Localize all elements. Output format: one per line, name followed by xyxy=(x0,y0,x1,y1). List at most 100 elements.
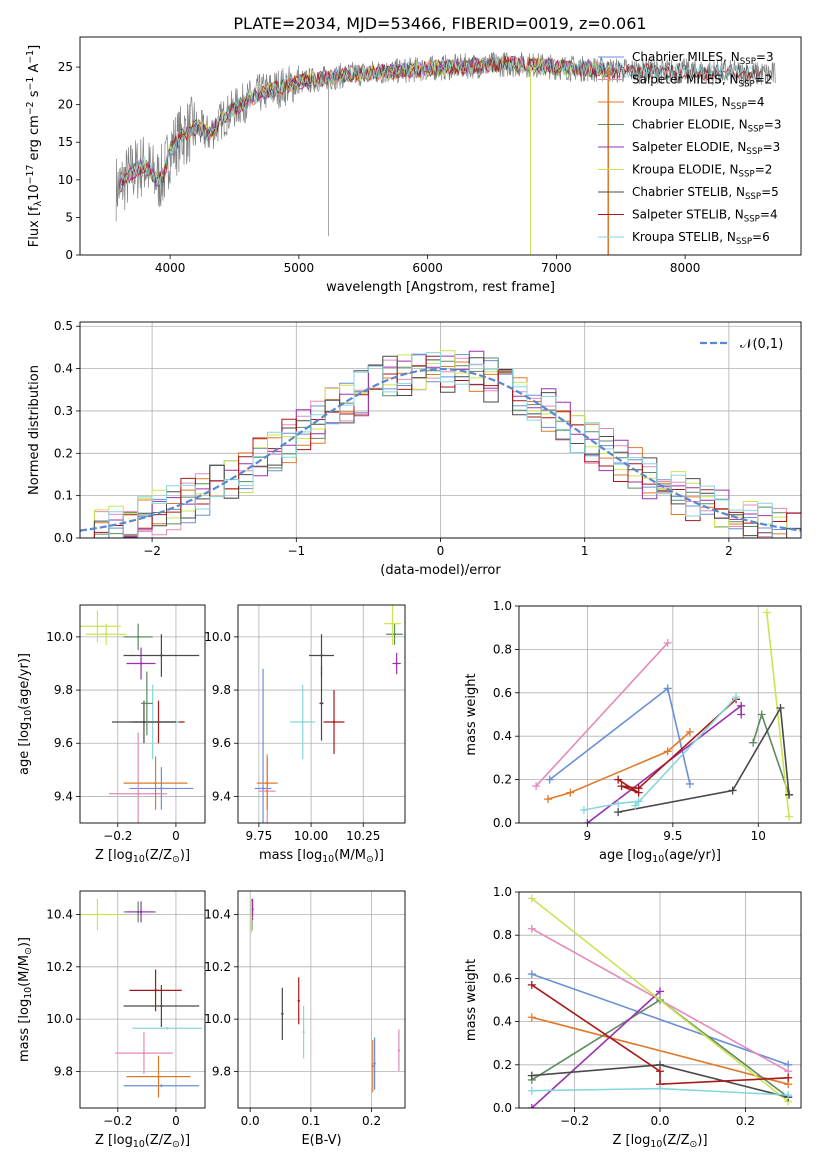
residuals-plot-area xyxy=(80,350,801,538)
legend-entry: Chabrier STELIB, NSSP​=5 xyxy=(632,185,779,202)
data-point xyxy=(302,1030,305,1034)
age_vs_Z-grid xyxy=(80,605,205,823)
weight-point-marker xyxy=(617,782,626,791)
y-axis-label: Normed distribution xyxy=(27,365,42,495)
y-tick-label: 0.6 xyxy=(493,971,512,985)
weight-point-marker xyxy=(527,980,536,989)
data-point xyxy=(157,1075,160,1078)
weight-series-line xyxy=(535,642,669,787)
weight-point-marker xyxy=(527,1071,536,1080)
weight-point-marker xyxy=(663,638,672,647)
weight-point-marker xyxy=(776,703,785,712)
data-point xyxy=(154,989,157,992)
weight-point-marker xyxy=(527,1013,536,1022)
age_vs_mass-panel: 9.75 10.00 10.25 9.4 9.6 9.8 10.0 xyxy=(204,604,406,843)
data-point xyxy=(320,702,323,705)
y-tick-label: 0.5 xyxy=(54,319,73,333)
x-axis-label: E(B-V) xyxy=(301,1133,341,1148)
y-tick-label: 9.6 xyxy=(212,736,231,750)
data-point xyxy=(145,702,149,705)
weight_vs_Z-plot-area xyxy=(527,894,793,1108)
weight-point-marker xyxy=(527,1086,536,1095)
data-point xyxy=(251,908,254,911)
spectrum-plot-area xyxy=(115,51,776,255)
x-tick-label: 0.2 xyxy=(362,1114,381,1128)
legend-entry: Kroupa MILES, NSSP​=4 xyxy=(632,95,765,112)
x-tick-label: 0 xyxy=(437,544,445,558)
residuals-frame xyxy=(79,321,802,539)
weight-series-line xyxy=(531,1016,789,1085)
y-axis-label: mass weight xyxy=(464,673,479,755)
weight-point-marker xyxy=(732,693,741,702)
residual-histogram xyxy=(80,352,801,538)
y-tick-label: 10.4 xyxy=(204,908,231,922)
y-tick-label: 10.2 xyxy=(204,960,231,974)
data-point xyxy=(297,999,300,1003)
x-tick-label: −1 xyxy=(287,544,305,558)
weight-point-marker xyxy=(544,795,553,804)
mass_vs_Z-panel: −0.2 0 9.8 10.0 10.2 10.4 xyxy=(46,890,206,1128)
legend-entry: Chabrier MILES, NSSP​=3 xyxy=(632,50,774,67)
figure-panels: 4000 5000 6000 7000 80000510152025wavelength… xyxy=(17,36,802,1150)
y-tick-label: 10.0 xyxy=(46,630,73,644)
y-tick-label: 15 xyxy=(58,135,73,149)
legend-entry: Salpeter ELODIE, NSSP​=3 xyxy=(632,140,780,157)
weight-point-marker xyxy=(737,701,746,710)
y-tick-label: 0.2 xyxy=(493,773,512,787)
figure-title: PLATE=2034, MJD=53466, FIBERID=0019, z=0… xyxy=(233,14,646,33)
weight-series-line xyxy=(531,984,789,1086)
spectrum-panel: 4000 5000 6000 7000 8000 0 5 10 15 20 25 xyxy=(58,36,802,275)
weight_vs_Z-frame xyxy=(518,891,802,1109)
y-tick-label: 0.6 xyxy=(493,686,512,700)
weight-point-marker xyxy=(749,738,758,747)
x-tick-label: 4000 xyxy=(155,261,186,275)
age_vs_mass-plot-area xyxy=(254,605,403,823)
x-tick-label: 0.1 xyxy=(301,1114,320,1128)
data-point xyxy=(154,781,157,785)
y-tick-label: 10.0 xyxy=(46,1012,73,1026)
x-tick-label: 0 xyxy=(172,1114,180,1128)
data-point xyxy=(104,633,108,636)
legend-entry: Salpeter MILES, NSSP​=2 xyxy=(632,73,772,90)
y-tick-label: 0.1 xyxy=(54,489,73,503)
weight-point-marker xyxy=(785,812,794,821)
model-spectrum-line xyxy=(118,56,762,196)
legend-entry: 𝒩(0,1) xyxy=(740,337,783,352)
x-tick-label: 9.5 xyxy=(663,829,682,843)
mass_vs_Z-plot-area xyxy=(80,898,203,1098)
weight-point-marker xyxy=(656,1067,664,1076)
y-tick-label: 0.4 xyxy=(493,1015,512,1029)
y-tick-label: 0.4 xyxy=(493,729,512,743)
weight-point-marker xyxy=(527,924,536,933)
mass_vs_ebv-panel: 0.0 0.1 0.2 9.8 10.0 10.2 10.4 xyxy=(204,890,406,1128)
x-axis-label: age [log10​(age/yr)] xyxy=(599,848,721,865)
age_vs_mass-frame xyxy=(237,604,406,824)
data-point xyxy=(373,1062,376,1065)
mass_vs_Z-grid xyxy=(80,891,205,1108)
data-point xyxy=(136,792,140,795)
y-tick-label: 0 xyxy=(65,248,73,262)
data-point xyxy=(160,1084,163,1087)
observed-spectrum-line xyxy=(115,51,776,222)
y-tick-label: 10.2 xyxy=(46,960,73,974)
weight-point-marker xyxy=(663,747,672,756)
weight-point-marker xyxy=(579,805,588,814)
y-axis-label: mass weight xyxy=(464,959,479,1041)
y-tick-label: 0.2 xyxy=(54,446,73,460)
x-tick-label: 10 xyxy=(751,829,766,843)
data-point xyxy=(320,654,323,657)
data-point xyxy=(250,915,253,919)
x-tick-label: −0.2 xyxy=(560,1114,589,1128)
weight_vs_age-panel: 9 9.5 10 0.0 0.2 0.4 0.6 0.8 1.0 xyxy=(493,599,802,843)
data-point xyxy=(166,1027,169,1030)
y-tick-label: 20 xyxy=(58,98,73,112)
weight-point-marker xyxy=(614,775,623,784)
y-tick-label: 10.0 xyxy=(204,1012,231,1026)
y-tick-label: 0.0 xyxy=(54,531,73,545)
data-point xyxy=(397,1049,401,1052)
y-axis-label: age [log10​(age/yr)] xyxy=(17,653,34,775)
weight-point-marker xyxy=(784,1073,793,1082)
data-point xyxy=(391,622,394,625)
y-tick-label: 9.4 xyxy=(54,789,73,803)
